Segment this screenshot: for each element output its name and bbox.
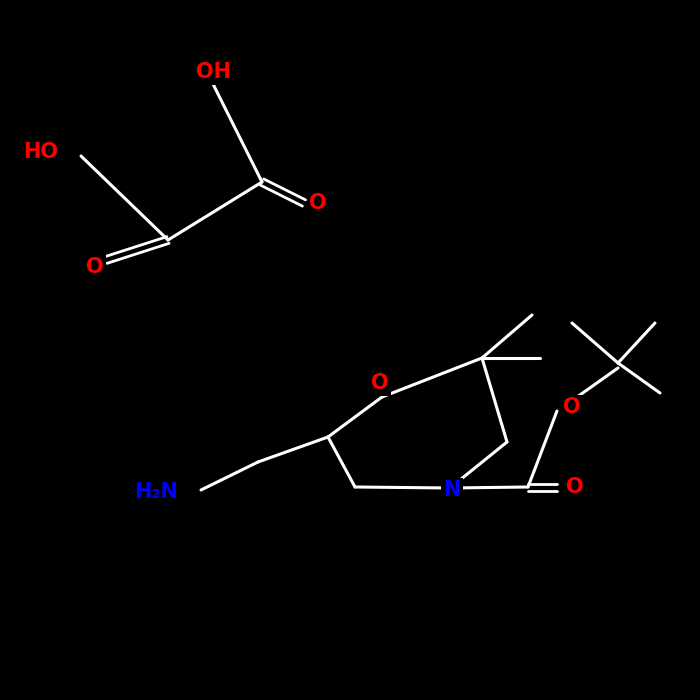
Text: H₂N: H₂N <box>134 482 178 502</box>
Text: O: O <box>309 193 327 213</box>
Text: N: N <box>443 480 461 500</box>
Text: O: O <box>86 257 104 277</box>
Text: O: O <box>566 477 584 497</box>
Text: O: O <box>564 397 581 417</box>
Text: OH: OH <box>196 62 231 82</box>
Text: O: O <box>371 373 388 393</box>
Text: HO: HO <box>23 142 58 162</box>
